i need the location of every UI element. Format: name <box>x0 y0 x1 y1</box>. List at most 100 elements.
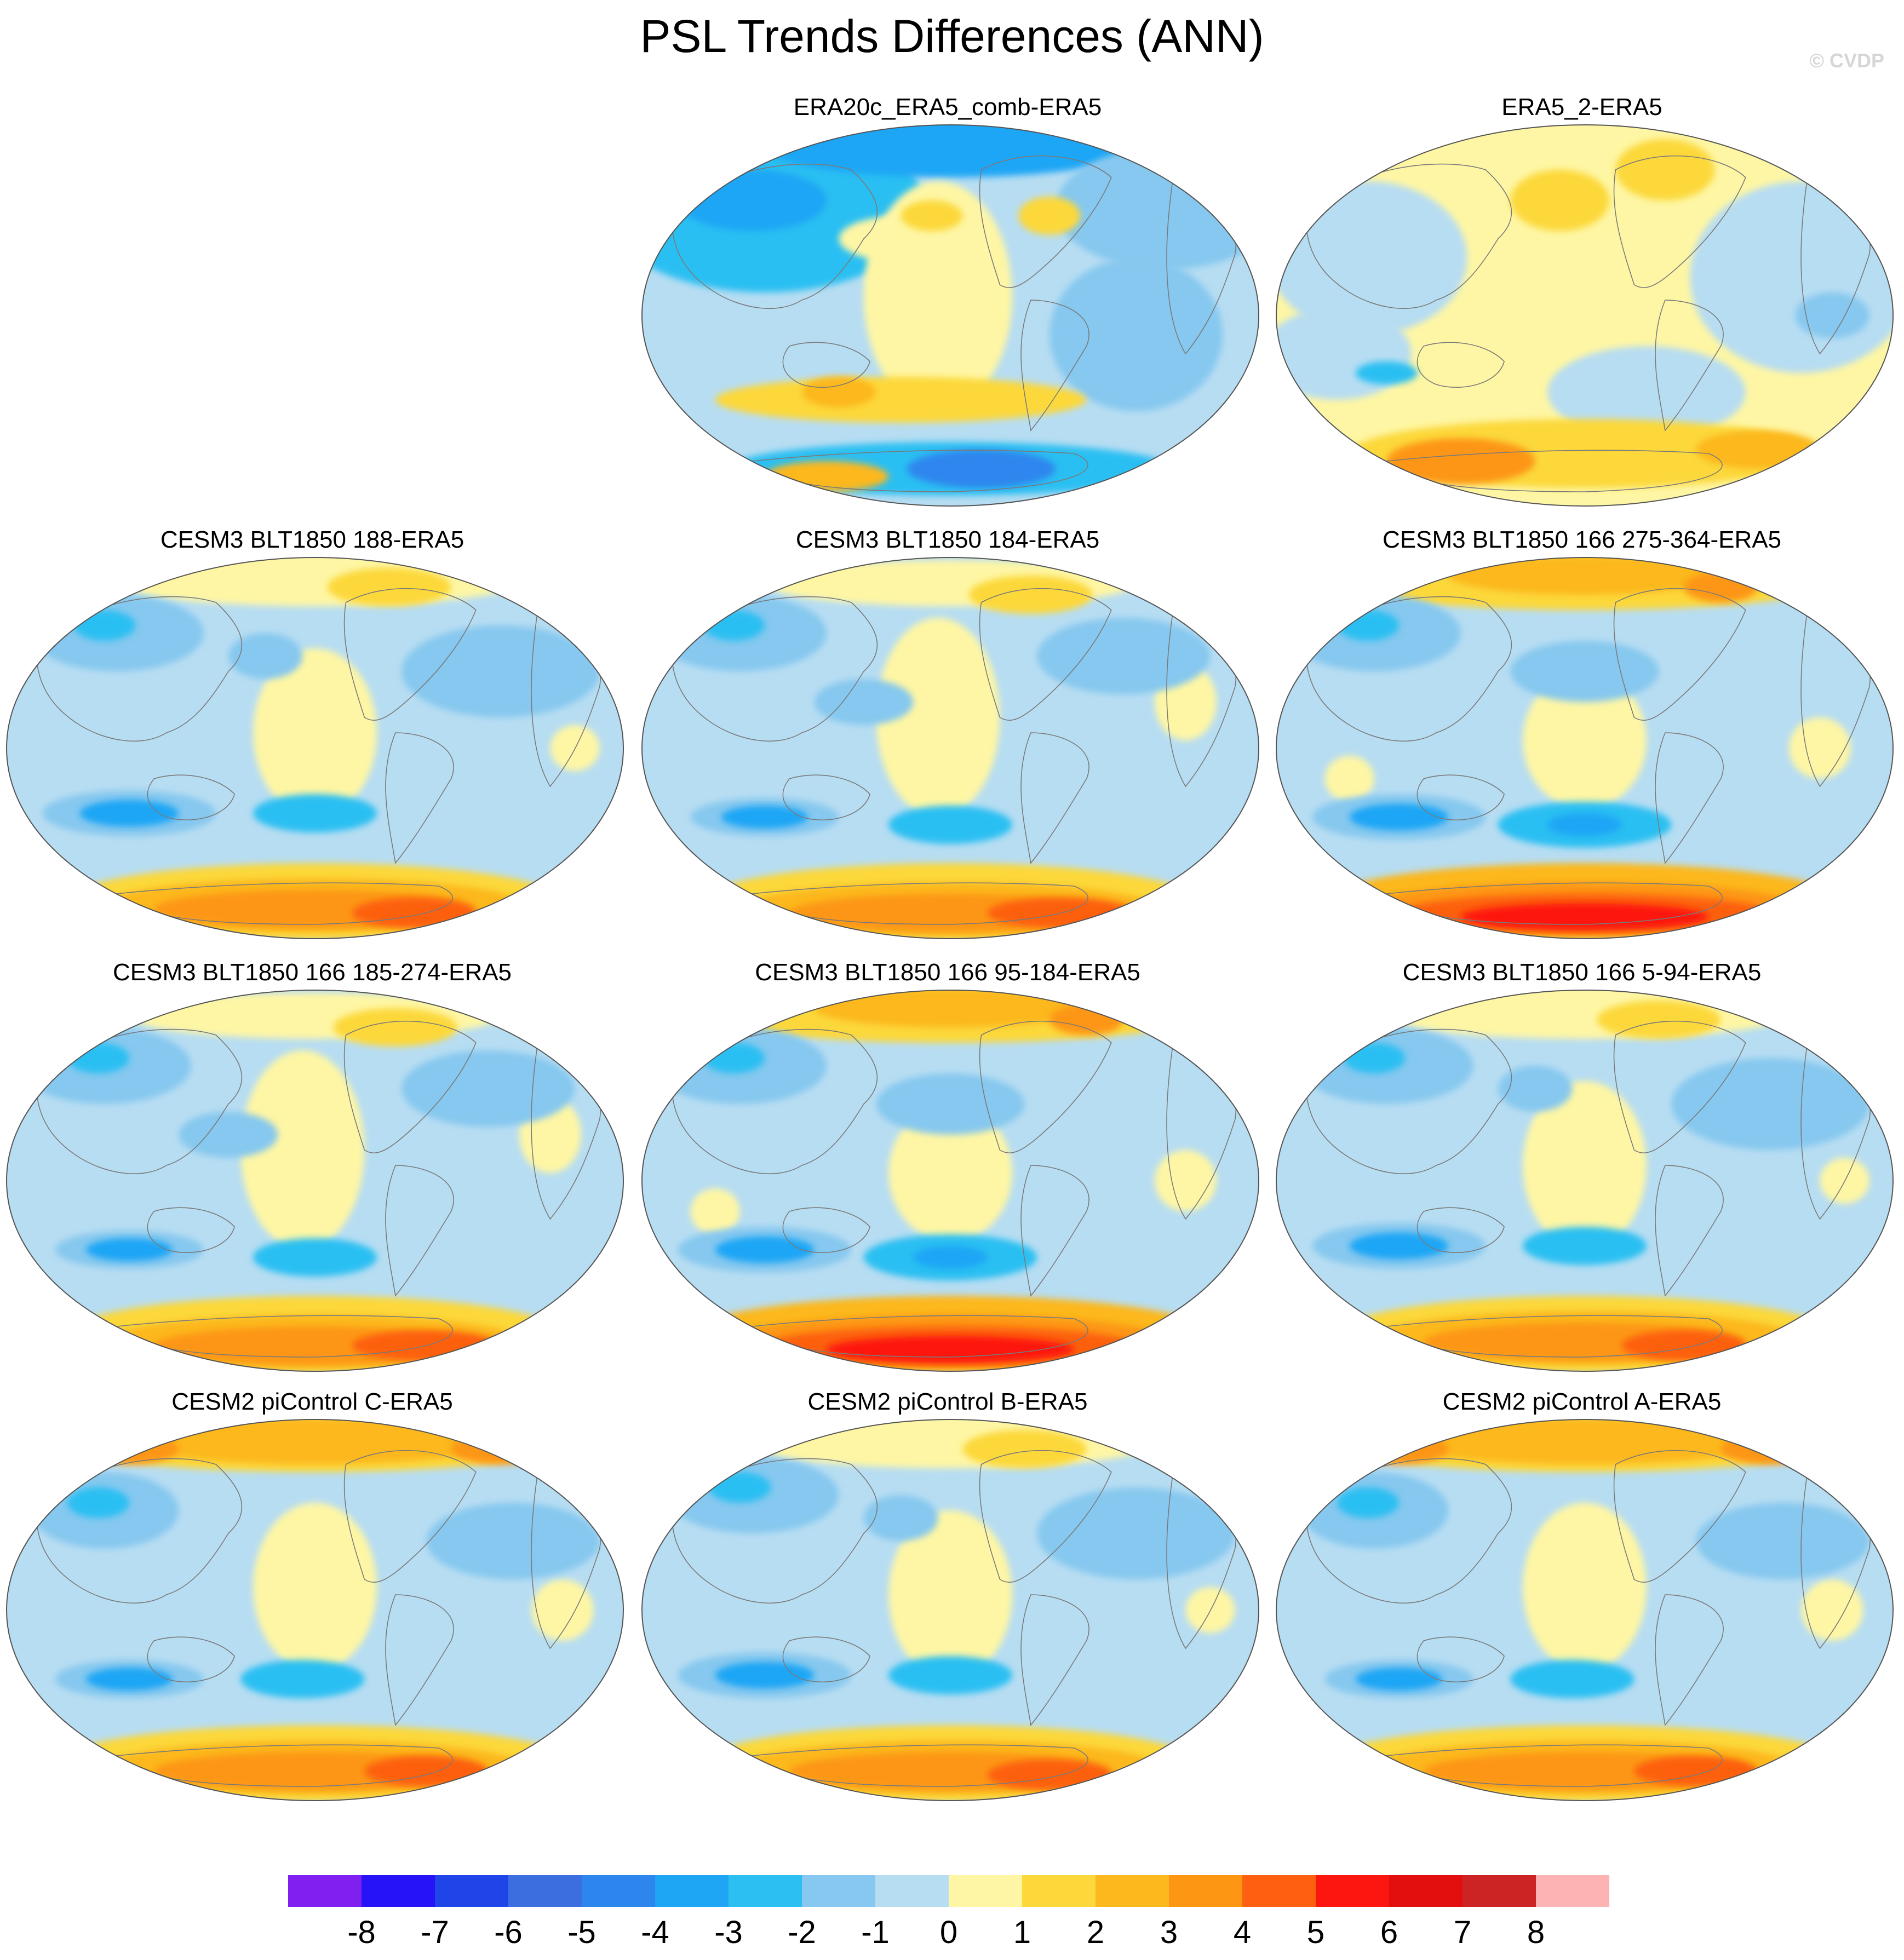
map-border <box>641 990 1259 1372</box>
contour-region <box>426 1503 600 1579</box>
contour-region <box>888 1104 1012 1242</box>
colorbar-swatch <box>1389 1875 1463 1907</box>
contour-region <box>333 1008 457 1047</box>
colorbar-tick-label: -4 <box>641 1915 669 1950</box>
coastline <box>1386 1315 1723 1358</box>
contour-region <box>1355 1668 1443 1691</box>
contour-region <box>690 1188 740 1234</box>
coastline <box>1655 732 1724 864</box>
contour-region <box>715 377 1087 423</box>
coastline <box>343 588 477 721</box>
colorbar-swatch <box>1242 1875 1316 1907</box>
coastline <box>116 882 453 925</box>
contour-region <box>240 1660 365 1698</box>
colorbar-swatch <box>949 1875 1022 1907</box>
contour-region <box>1510 170 1610 231</box>
contour-region <box>85 1668 173 1691</box>
contour-region <box>1049 1004 1124 1035</box>
coastline <box>1386 882 1723 925</box>
contour-region <box>962 1430 1087 1468</box>
coastline <box>782 1207 870 1254</box>
coastline <box>979 1020 1112 1154</box>
coastline <box>343 1020 477 1154</box>
coastline <box>343 1450 477 1583</box>
coastline <box>1020 732 1089 864</box>
contour-region <box>1510 641 1659 702</box>
coastline <box>1655 1594 1724 1726</box>
contour-region <box>907 450 1056 488</box>
colorbar-swatch <box>729 1875 802 1907</box>
contour-region <box>1510 1660 1635 1698</box>
contour-region <box>1337 610 1399 641</box>
colorbar-swatch <box>655 1875 729 1907</box>
colorbar-swatch <box>582 1875 655 1907</box>
contour-region <box>451 1434 550 1464</box>
contour-region <box>1448 557 1721 595</box>
trend-difference-map <box>6 557 624 939</box>
contour-region <box>79 1434 179 1464</box>
coastline <box>147 1207 235 1254</box>
trend-difference-map <box>6 990 624 1372</box>
contour-region <box>1621 1330 1746 1361</box>
map-panel: CESM3 BLT1850 166 185-274-ERA5 <box>0 957 624 1384</box>
colorbar-swatch <box>288 1875 362 1907</box>
contour-region <box>1788 717 1851 779</box>
contour-region <box>253 794 377 832</box>
contour-region <box>1037 1487 1235 1579</box>
coastline <box>1020 300 1089 432</box>
colorbar-tick-label: 3 <box>1160 1915 1178 1950</box>
colorbar-tick-label: -1 <box>861 1915 890 1950</box>
colorbar-swatch <box>875 1875 949 1907</box>
coastline <box>671 596 878 742</box>
coastline <box>116 1315 453 1358</box>
coastline <box>752 1744 1088 1787</box>
coastline <box>147 1636 235 1683</box>
contour-region <box>1386 438 1535 484</box>
coastline <box>116 1744 453 1787</box>
colorbar-swatch <box>802 1875 875 1907</box>
copyright-label: © CVDP <box>1809 49 1884 72</box>
contour-region <box>1349 1232 1449 1260</box>
contour-region <box>352 898 476 928</box>
colorbar-tick-label: 0 <box>940 1915 957 1950</box>
coastline <box>36 596 243 742</box>
coastline <box>671 1458 878 1604</box>
contour-region <box>1154 1150 1217 1211</box>
coastline <box>385 732 454 864</box>
coastline <box>1655 1165 1724 1297</box>
map-panel: CESM2 piControl B-ERA5 <box>635 1387 1260 1814</box>
colorbar-swatch <box>1169 1875 1242 1907</box>
colorbar-swatch <box>1316 1875 1389 1907</box>
panel-title: CESM3 BLT1850 166 185-274-ERA5 <box>112 959 512 986</box>
coastline <box>979 155 1112 289</box>
map-panel: ERA20c_ERA5_comb-ERA5 <box>635 92 1260 519</box>
contour-region <box>67 1487 129 1518</box>
coastline <box>671 1028 878 1175</box>
contour-region <box>240 1050 365 1250</box>
contour-region <box>1696 430 1820 469</box>
map-border <box>6 557 624 939</box>
figure-title: PSL Trends Differences (ANN) <box>640 10 1264 62</box>
map-panel: CESM3 BLT1850 166 275-364-ERA5 <box>1270 525 1894 952</box>
map-panel: CESM3 BLT1850 188-ERA5 <box>0 525 624 952</box>
contour-region <box>1343 1043 1406 1073</box>
panel-title: CESM3 BLT1850 166 95-184-ERA5 <box>755 959 1140 986</box>
map-panel: ERA5_2-ERA5 <box>1270 92 1894 519</box>
contour-region <box>1615 139 1715 200</box>
contour-region <box>765 461 888 492</box>
contour-region <box>1721 1434 1820 1464</box>
panel-title: ERA5_2-ERA5 <box>1501 94 1662 120</box>
colorbar-tick-label: 4 <box>1234 1915 1251 1950</box>
contour-region <box>801 377 876 407</box>
colorbar-tick-label: 7 <box>1454 1915 1471 1950</box>
trend-difference-map <box>1276 124 1894 507</box>
contour-region <box>1399 1419 1770 1464</box>
contour-region <box>827 1336 1074 1363</box>
contour-region <box>327 568 451 606</box>
contour-region <box>129 1419 501 1464</box>
contour-region <box>1523 1081 1647 1250</box>
map-panel: CESM3 BLT1850 166 5-94-ERA5 <box>1270 957 1894 1384</box>
map-panel: CESM2 piControl A-ERA5 <box>1270 1387 1894 1814</box>
coastline <box>1305 596 1512 742</box>
trend-difference-map <box>1276 1419 1894 1801</box>
